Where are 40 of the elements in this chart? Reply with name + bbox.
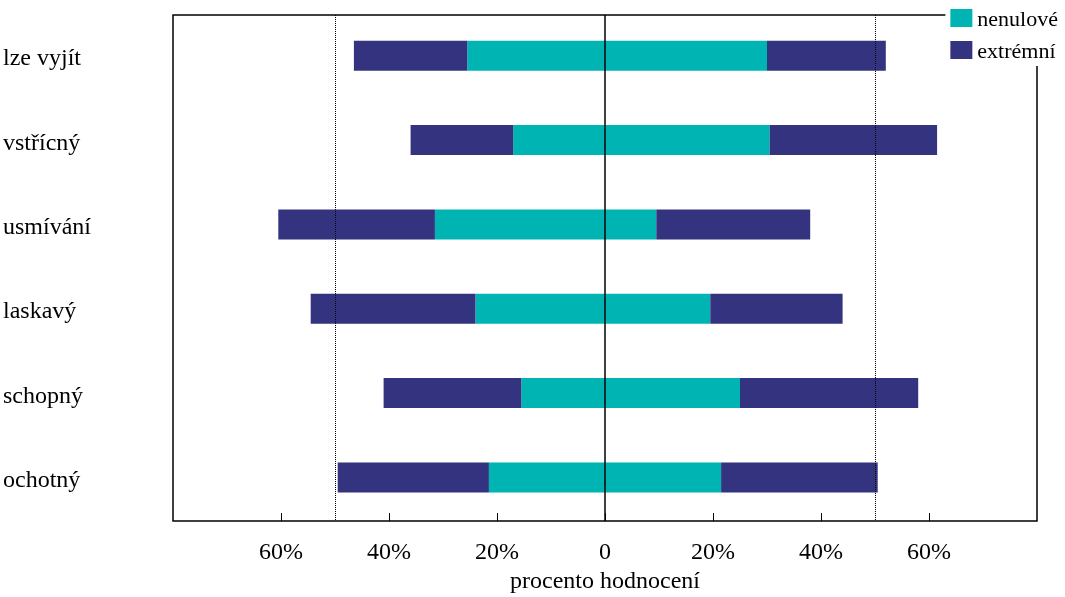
y-tick-label: usmívání (3, 212, 92, 239)
bar (521, 378, 605, 409)
x-tick-label: 20% (475, 538, 519, 565)
y-tick-label: ochotný (3, 465, 81, 492)
bar (767, 40, 886, 71)
bar (740, 378, 919, 409)
x-tick-label: 20% (691, 538, 735, 565)
x-tick-label: 0 (599, 538, 611, 565)
bar (488, 462, 605, 493)
bar (710, 293, 843, 324)
y-tick-label: schopný (3, 381, 83, 408)
bar (605, 40, 767, 71)
x-tick-label: 40% (799, 538, 843, 565)
bar (605, 209, 657, 240)
y-tick-label: lze vyjít (3, 44, 82, 71)
bar (475, 293, 605, 324)
bar (605, 293, 711, 324)
x-axis-title: procento hodnocení (510, 567, 701, 593)
x-tick-label: 40% (367, 538, 411, 565)
bar (353, 40, 468, 71)
y-tick-label: laskavý (3, 297, 77, 324)
bar (467, 40, 605, 71)
bar (769, 125, 938, 156)
y-tick-label: vstřícný (3, 128, 81, 155)
legend-label: nenulové (977, 5, 1059, 31)
bar (278, 209, 435, 240)
bar (434, 209, 605, 240)
legend-label: extrémní (977, 37, 1056, 63)
bar (513, 125, 605, 156)
bar (310, 293, 476, 324)
bar (605, 378, 740, 409)
bar (410, 125, 514, 156)
bar (656, 209, 811, 240)
bar (605, 125, 770, 156)
bar (721, 462, 878, 493)
x-tick-label: 60% (259, 538, 303, 565)
bar (605, 462, 722, 493)
bar (337, 462, 489, 493)
x-tick-label: 60% (907, 538, 951, 565)
bar (383, 378, 522, 409)
